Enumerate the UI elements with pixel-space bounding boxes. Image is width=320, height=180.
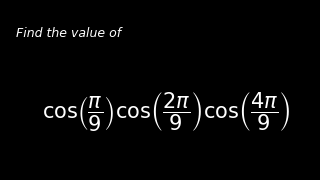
Text: Find the value of: Find the value of: [16, 27, 121, 40]
Text: $\cos\!\left(\dfrac{\pi}{9}\right)\cos\!\left(\dfrac{2\pi}{9}\right)\cos\!\left(: $\cos\!\left(\dfrac{\pi}{9}\right)\cos\!…: [42, 90, 291, 133]
